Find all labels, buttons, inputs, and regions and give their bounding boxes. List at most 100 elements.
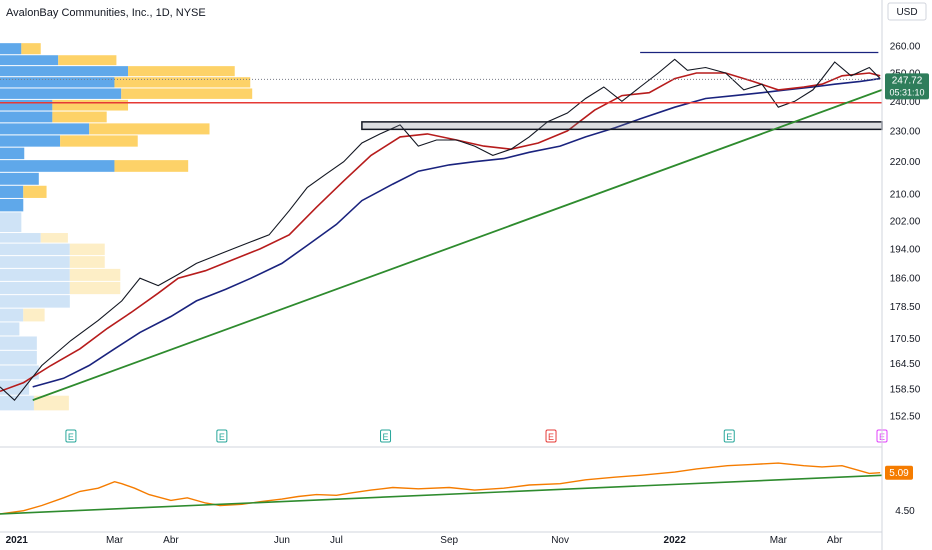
volume-profile-up-bar [0,135,61,147]
volume-profile-up-bar [0,198,24,212]
time-axis-tick: Mar [106,535,124,546]
volume-profile-up-bar [0,233,41,243]
price-axis-tick: 210.00 [890,189,921,200]
currency-button [887,2,927,21]
price-badge-countdown: 05:31:10 [889,87,924,97]
volume-profile-up-bar [0,243,70,256]
price-badge-value: 247.72 [892,75,923,86]
volume-profile-down-bar [69,243,105,256]
volume-profile-up-bar [0,395,34,411]
volume-profile-up-bar [0,43,22,55]
volume-profile-up-bar [0,88,122,99]
volume-profile-down-bar [69,268,121,281]
volume-profile-down-bar [89,123,210,135]
time-axis-tick: Abr [827,535,843,546]
price-badge-bg [885,73,929,100]
earnings-marker: E [216,429,228,443]
price-axis-tick: 152.50 [890,411,921,422]
earnings-marker-label: E [68,432,74,442]
price-axis-tick: 164.50 [890,359,921,370]
volume-profile-up-bar [0,172,39,185]
volume-profile-up-bar [0,55,59,66]
volume-profile-up-bar [0,212,22,233]
currency-label: USD [896,7,917,18]
volume-profile-down-bar [69,256,105,268]
volume-profile-down-bar [69,281,121,295]
volume-profile-up-bar [0,66,129,77]
volume-profile-up-bar [0,350,37,365]
volume-profile-down-bar [114,160,189,172]
volume-profile-down-bar [52,111,107,123]
volume-profile-up-bar [0,295,70,308]
volume-profile-down-bar [58,55,117,66]
earnings-marker: E [380,429,392,443]
rs-badge-bg [885,465,913,480]
time-axis-tick: Sep [440,535,458,546]
time-axis-tick: Abr [163,535,179,546]
earnings-marker-box [65,429,77,443]
volume-profile-up-bar [0,268,70,281]
earnings-marker-label: E [548,432,554,442]
volume-profile-up-bar [0,365,39,380]
volume-profile-up-bar [0,123,90,135]
price-axis-tick: 230.00 [890,126,921,137]
volume-profile-down-bar [21,43,41,55]
volume-profile-down-bar [23,308,45,322]
volume-profile-up-bar [0,99,53,111]
rs-pane [0,462,883,515]
ema-fast-line [0,72,881,393]
volume-profile-up-bar [0,147,25,160]
volume-profile-down-bar [121,88,253,99]
earnings-marker-box [545,429,557,443]
volume-profile-down-bar [52,99,129,111]
volume-profile-down-bar [33,395,69,411]
volume-profile-down-bar [60,135,138,147]
chart-title: AvalonBay Communities, Inc., 1D, NYSE [6,7,206,19]
price-axis-tick: 240.00 [890,97,921,108]
price-axis-tick: 194.00 [890,244,921,255]
earnings-marker-box [216,429,228,443]
volume-profile-up-bar [0,160,115,172]
time-axis-tick: Mar [770,535,788,546]
earnings-marker: E [723,429,735,443]
time-axis-tick: Jun [274,535,290,546]
volume-profile-up-bar [0,281,70,295]
close-price-line [0,58,881,402]
ema-slow-line [32,77,881,388]
volume-profile-down-bar [114,77,251,88]
volume-profile-up-bar [0,336,37,350]
volume-profile-up-bar [0,322,20,336]
rs-badge: 5.09 [885,465,913,480]
volume-profile-down-bar [128,66,235,77]
volume-profile-up-bar [0,111,53,123]
rs-trendline [0,474,883,515]
price-axis-tick: 202.00 [890,216,921,227]
earnings-marker-label: E [383,432,389,442]
drawings [0,51,883,402]
volume-profile-up-bar [0,308,24,322]
earnings-marker-box [380,429,392,443]
earnings-marker-label: E [219,432,225,442]
price-trendline [32,89,883,402]
volume-profile-up-bar [0,77,115,88]
volume-profile [0,43,253,411]
time-axis-tick: Jul [330,535,343,546]
volume-profile-down-bar [40,233,68,243]
price-axis-tick: 158.50 [890,385,921,396]
time-axis-tick: 2022 [664,535,687,546]
earnings-marker-label: E [726,432,732,442]
time-axis-tick: 2021 [6,535,29,546]
rs-line [0,462,881,515]
price-lines [0,58,881,402]
earnings-marker: E [545,429,557,443]
price-axis-tick: 178.50 [890,302,921,313]
rs-axis-tick: 4.50 [895,506,915,517]
price-axis-tick: 186.00 [890,274,921,285]
volume-profile-up-bar [0,256,70,268]
consolidation-box [361,121,883,131]
price-axis-tick: 220.00 [890,157,921,168]
earnings-markers: EEEEEE [65,429,888,443]
earnings-marker-box [723,429,735,443]
